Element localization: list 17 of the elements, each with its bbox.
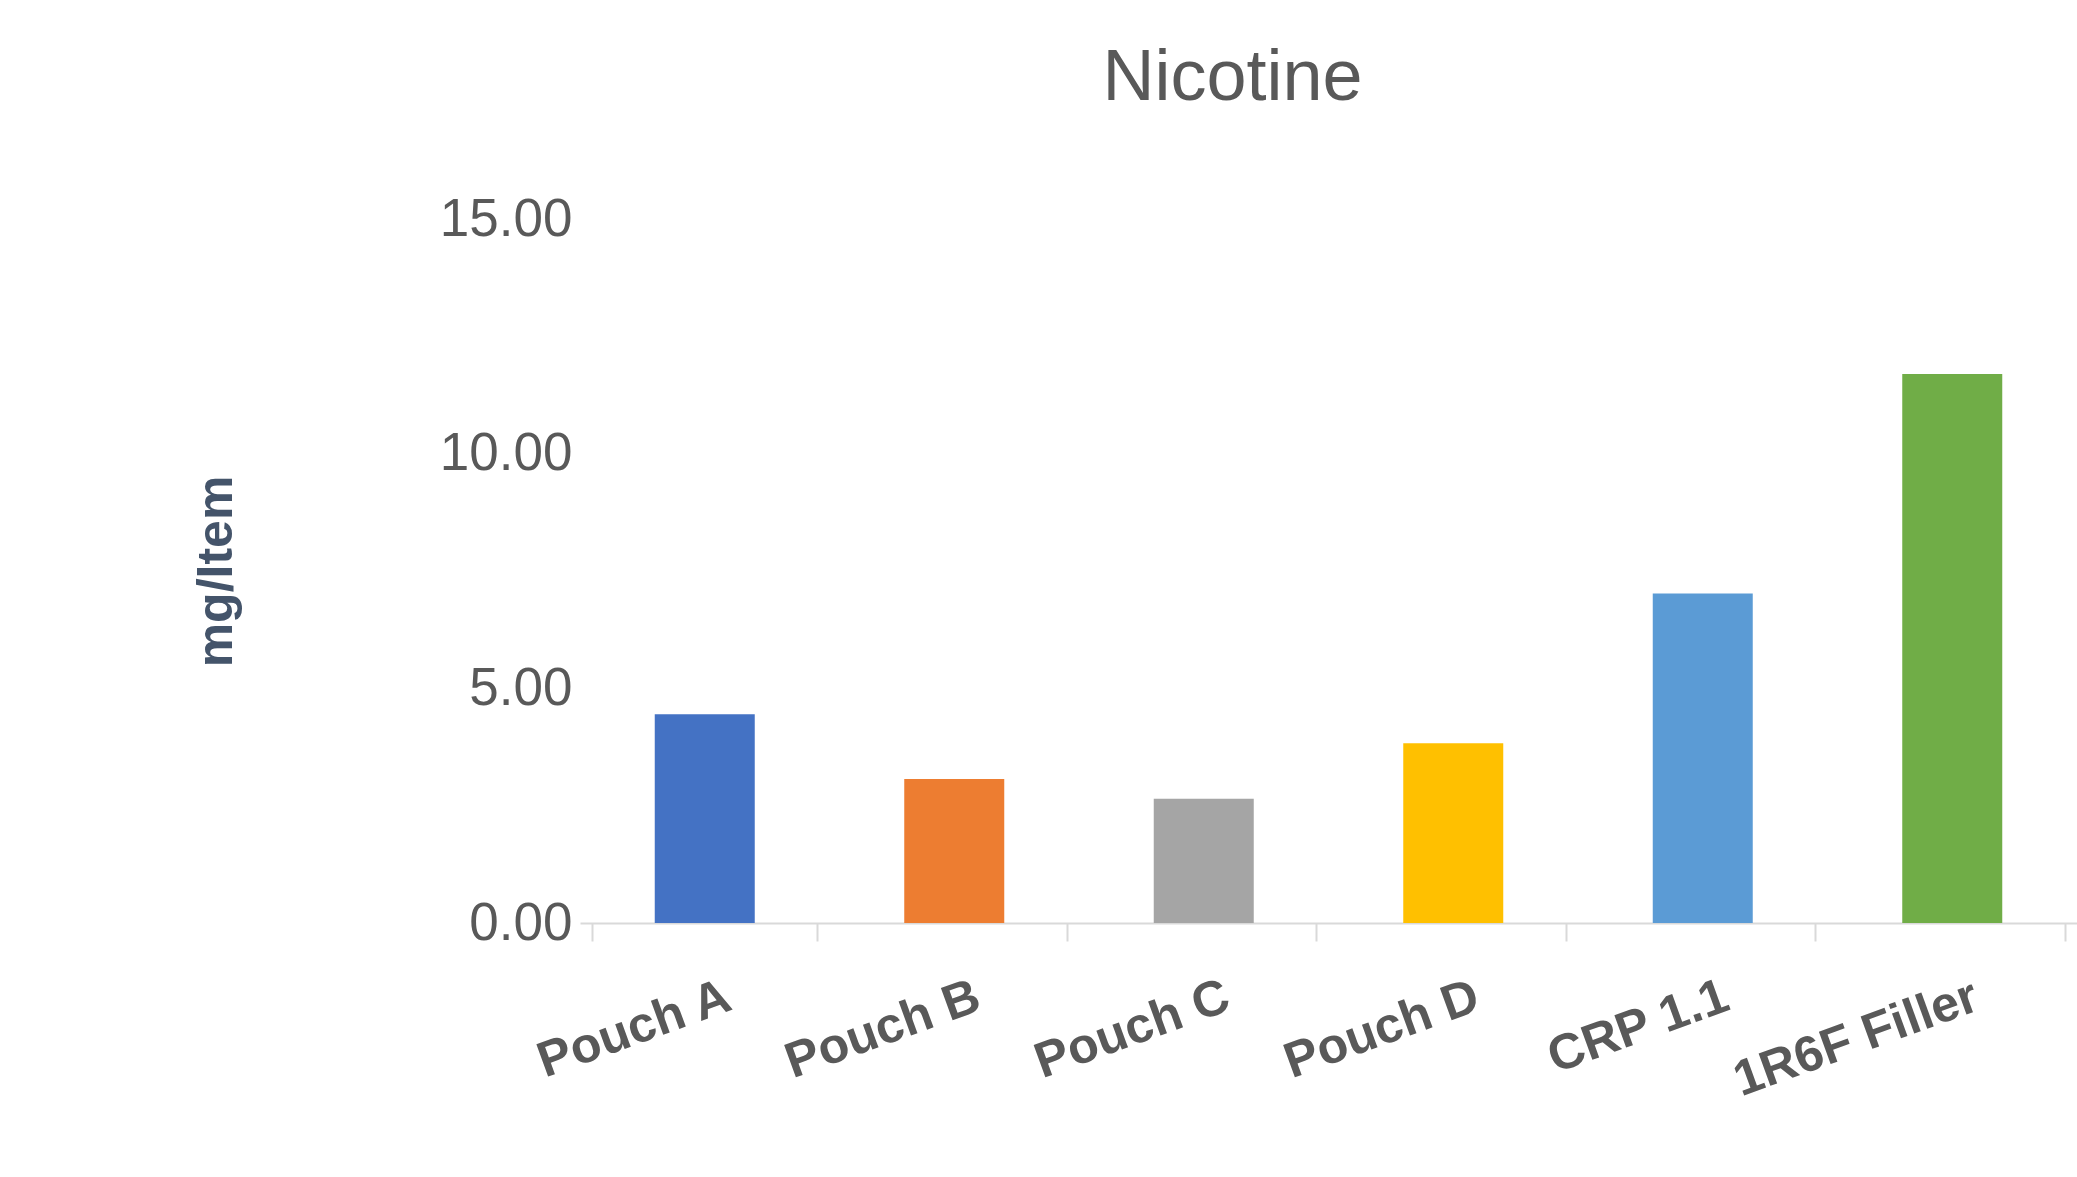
bar: [1403, 743, 1504, 923]
bar: [1153, 798, 1254, 923]
y-tick-label: 0.00: [469, 891, 573, 951]
x-tick-label: Pouch C: [1026, 966, 1237, 1089]
y-axis-title: mg/Item: [186, 475, 243, 668]
chart-title: Nicotine: [1102, 35, 1363, 115]
y-tick-label: 10.00: [439, 422, 573, 482]
x-tick-label: Pouch D: [1276, 966, 1487, 1089]
x-tick-label: CRP 1.1: [1539, 966, 1736, 1084]
bar: [904, 778, 1005, 923]
bar: [654, 714, 755, 923]
y-tick-label: 15.00: [439, 187, 573, 247]
bar: [1652, 593, 1753, 923]
y-tick-label: 5.00: [469, 656, 573, 716]
bar: [1902, 373, 2003, 923]
x-tick-label: Pouch A: [529, 966, 738, 1089]
x-tick-label: Pouch B: [777, 966, 988, 1089]
